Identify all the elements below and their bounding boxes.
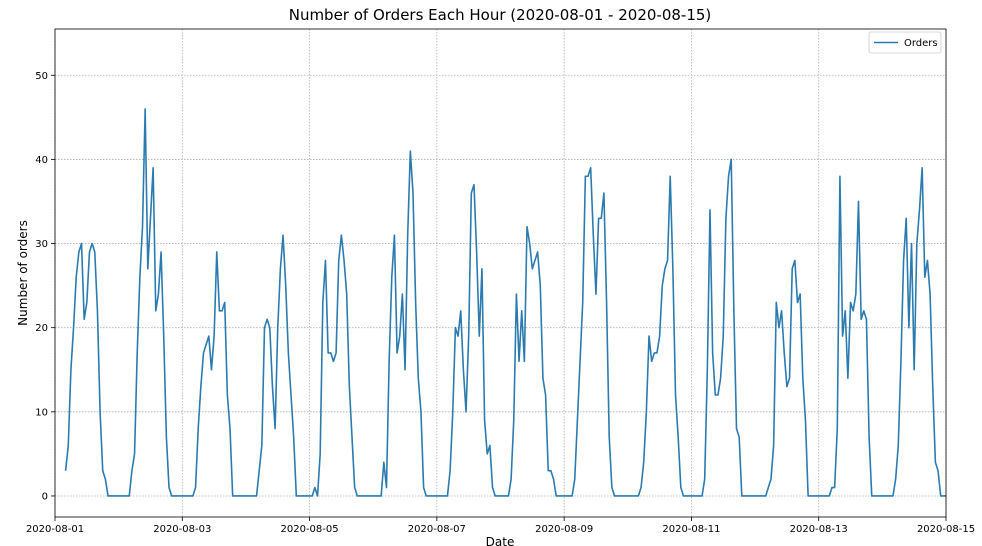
x-axis-label: Date (486, 535, 515, 546)
y-tick-label: 50 (35, 71, 48, 82)
y-tick-label: 30 (35, 239, 48, 250)
legend-label-orders: Orders (904, 38, 938, 49)
plot-frame (54, 28, 947, 518)
y-tick-label: 20 (35, 323, 48, 334)
grid (54, 29, 947, 517)
x-tick-label: 2020-08-11 (662, 524, 720, 535)
x-tick-label: 2020-08-03 (153, 524, 211, 535)
y-axis-label: Number of orders (16, 220, 30, 326)
y-tick-label: 40 (35, 155, 48, 166)
x-tick-label: 2020-08-01 (26, 524, 84, 535)
series-layer (64, 108, 946, 497)
legend-box (868, 31, 942, 54)
y-tick-label: 10 (35, 407, 48, 418)
x-tick-label: 2020-08-15 (917, 524, 975, 535)
x-tick-label: 2020-08-07 (408, 524, 466, 535)
axes: 2020-08-01 2020-08-03 2020-08-05 2020-08-07… (26, 71, 975, 535)
y-tick-label: 0 (42, 491, 48, 502)
chart-title: Number of Orders Each Hour (2020-08-01 -… (289, 6, 712, 24)
x-tick-label: 2020-08-13 (790, 524, 848, 535)
x-tick-label: 2020-08-09 (535, 524, 593, 535)
series-line-orders (64, 108, 946, 497)
legend: Orders (868, 31, 942, 54)
x-tick-label: 2020-08-05 (281, 524, 339, 535)
